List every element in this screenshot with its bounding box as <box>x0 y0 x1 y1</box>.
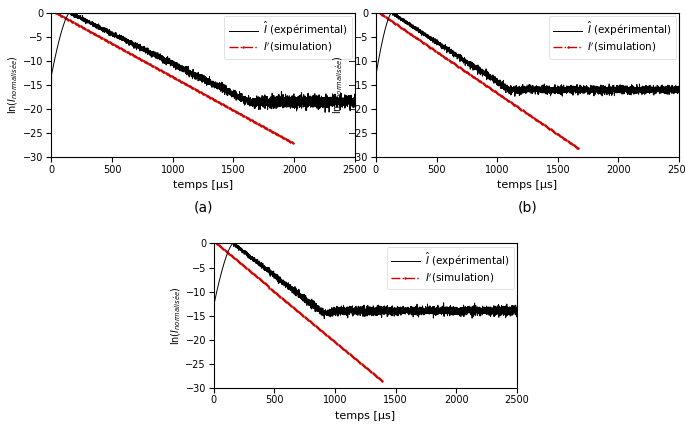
$I'$(simulation) <box>357 361 365 366</box>
Text: (a): (a) <box>193 200 213 214</box>
Y-axis label: ln($\mathit{I}_{normalis\acute{e}e}$): ln($\mathit{I}_{normalis\acute{e}e}$) <box>7 55 21 114</box>
$I'$(simulation) <box>211 239 219 245</box>
Line: $I'$(simulation): $I'$(simulation) <box>214 241 385 383</box>
$I'$(simulation) <box>512 103 520 108</box>
Line: $I'$(simulation): $I'$(simulation) <box>376 10 580 150</box>
$\hat{I}$ (expérimental) <box>163 61 172 66</box>
$I'$(simulation) <box>242 265 250 271</box>
$I'$(simulation) <box>445 58 453 63</box>
$\hat{I}$ (expérimental) <box>102 27 110 32</box>
$\hat{I}$ (expérimental) <box>554 88 562 93</box>
$\hat{I}$ (expérimental) <box>372 154 380 159</box>
Text: (b): (b) <box>518 200 537 214</box>
$\hat{I}$ (expérimental) <box>325 307 333 312</box>
$I'$(simulation) <box>170 75 178 81</box>
$I'$(simulation) <box>497 93 506 98</box>
$I'$(simulation) <box>379 380 388 385</box>
$\hat{I}$ (expérimental) <box>351 99 359 104</box>
Legend: $\hat{I}$ (expérimental), $I'$(simulation): $\hat{I}$ (expérimental), $I'$(simulatio… <box>224 16 352 58</box>
$\hat{I}$ (expérimental) <box>488 74 496 79</box>
$I'$(simulation) <box>93 33 102 38</box>
$I'$(simulation) <box>279 135 287 140</box>
$\hat{I}$ (expérimental) <box>407 310 415 315</box>
$\hat{I}$ (expérimental) <box>297 100 305 105</box>
X-axis label: temps [µs]: temps [µs] <box>335 411 395 421</box>
$\hat{I}$ (expérimental) <box>388 10 396 15</box>
$I'$(simulation) <box>576 147 584 152</box>
$\hat{I}$ (expérimental) <box>569 87 578 92</box>
$I'$(simulation) <box>285 301 293 306</box>
Line: $\hat{I}$ (expérimental): $\hat{I}$ (expérimental) <box>376 13 679 157</box>
$\hat{I}$ (expérimental) <box>245 98 253 103</box>
$I'$(simulation) <box>548 128 556 133</box>
X-axis label: temps [µs]: temps [µs] <box>173 180 233 190</box>
$\hat{I}$ (expérimental) <box>392 310 400 315</box>
$\hat{I}$ (expérimental) <box>598 89 606 94</box>
$I'$(simulation) <box>327 337 335 342</box>
$\hat{I}$ (expérimental) <box>274 101 282 106</box>
$I'$(simulation) <box>373 9 381 14</box>
Legend: $\hat{I}$ (expérimental), $I'$(simulation): $\hat{I}$ (expérimental), $I'$(simulatio… <box>549 16 676 58</box>
$\hat{I}$ (expérimental) <box>229 89 237 94</box>
X-axis label: temps [µs]: temps [µs] <box>497 180 558 190</box>
$\hat{I}$ (expérimental) <box>427 37 435 42</box>
$\hat{I}$ (expérimental) <box>459 306 467 311</box>
$I'$(simulation) <box>354 359 362 364</box>
$I'$(simulation) <box>49 9 57 14</box>
$I'$(simulation) <box>420 40 428 46</box>
$\hat{I}$ (expérimental) <box>47 154 56 159</box>
Line: $\hat{I}$ (expérimental): $\hat{I}$ (expérimental) <box>51 13 355 157</box>
$\hat{I}$ (expérimental) <box>513 307 521 312</box>
$I'$(simulation) <box>290 141 298 146</box>
Legend: $\hat{I}$ (expérimental), $I'$(simulation): $\hat{I}$ (expérimental), $I'$(simulatio… <box>387 247 514 289</box>
$I'$(simulation) <box>287 303 296 308</box>
$\hat{I}$ (expérimental) <box>209 385 217 390</box>
$\hat{I}$ (expérimental) <box>436 307 444 312</box>
$\hat{I}$ (expérimental) <box>621 85 629 90</box>
Line: $I'$(simulation): $I'$(simulation) <box>51 10 295 144</box>
$I'$(simulation) <box>83 28 91 33</box>
$I'$(simulation) <box>50 9 58 14</box>
$\hat{I}$ (expérimental) <box>675 85 683 90</box>
$I'$(simulation) <box>480 82 488 87</box>
$\hat{I}$ (expérimental) <box>229 241 237 246</box>
Y-axis label: ln($\mathit{I}_{normalis\acute{e}e}$): ln($\mathit{I}_{normalis\acute{e}e}$) <box>169 286 182 345</box>
Y-axis label: ln($\mathit{I}_{normalis\acute{e}e}$): ln($\mathit{I}_{normalis\acute{e}e}$) <box>331 55 345 114</box>
$\hat{I}$ (expérimental) <box>265 269 273 274</box>
$I'$(simulation) <box>287 139 295 144</box>
Line: $\hat{I}$ (expérimental): $\hat{I}$ (expérimental) <box>213 244 517 388</box>
$\hat{I}$ (expérimental) <box>66 10 74 15</box>
